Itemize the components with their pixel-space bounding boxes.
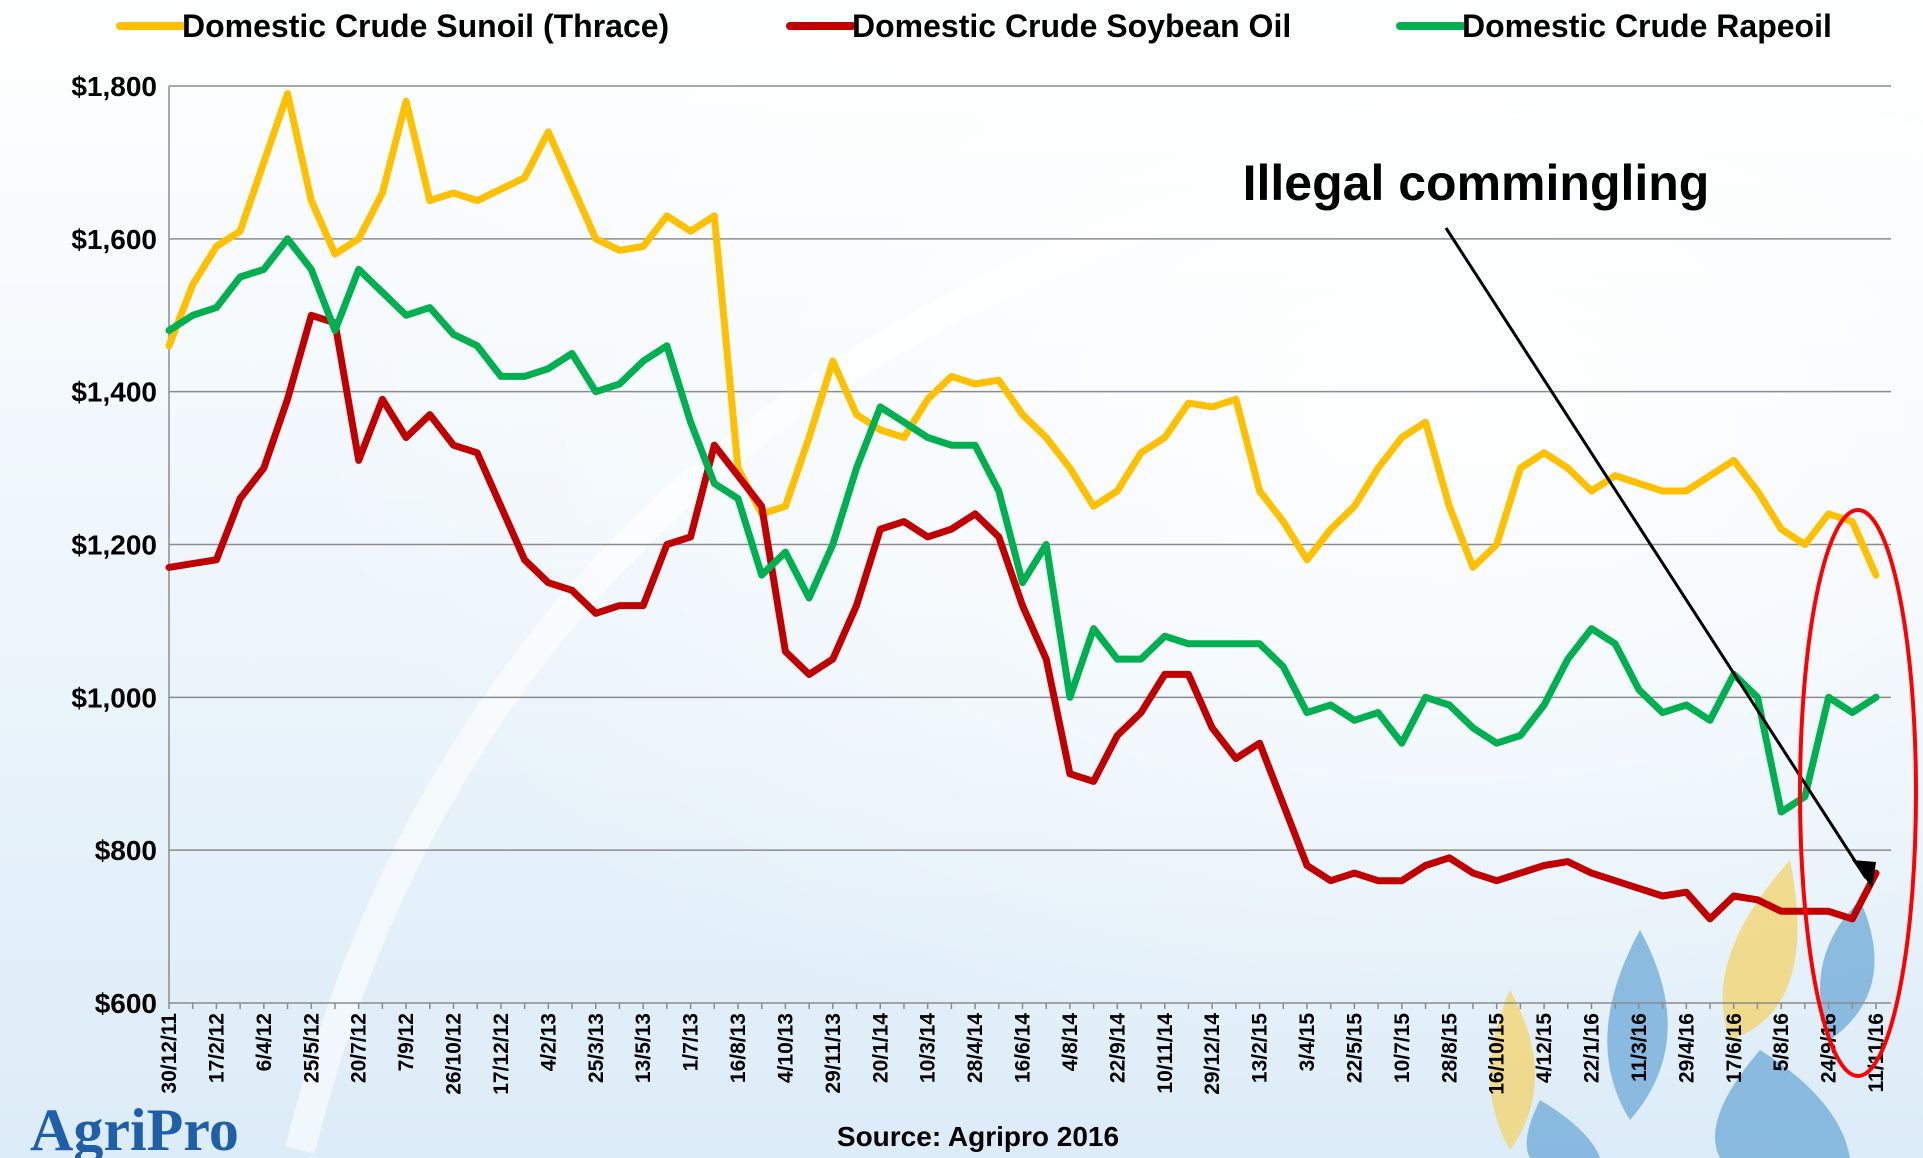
legend-label: Domestic Crude Rapeoil xyxy=(1462,8,1832,44)
x-tick-label: 20/7/12 xyxy=(348,1013,371,1083)
legend-label: Domestic Crude Soybean Oil xyxy=(852,8,1291,44)
y-tick-labels: $600 $800 $1,000 $1,200 $1,400 $1,600 $1,800 xyxy=(71,71,157,1019)
highlight-ellipse xyxy=(1798,508,1918,1078)
y-tick-label: $800 xyxy=(95,835,157,866)
x-tick-label: 28/8/15 xyxy=(1438,1013,1461,1083)
x-tick-label: 10/7/15 xyxy=(1391,1013,1414,1083)
series-line xyxy=(165,235,1880,816)
x-tick-label: 22/9/14 xyxy=(1106,1013,1129,1083)
background-swirl xyxy=(285,102,1923,1154)
x-tick-label: 1/7/13 xyxy=(680,1013,703,1071)
annotation: Illegal commingling xyxy=(1243,155,1710,211)
series-line xyxy=(165,90,1880,579)
x-tick-label: 26/10/12 xyxy=(443,1013,466,1095)
x-tick-label: 10/11/14 xyxy=(1154,1013,1177,1094)
x-tick-label: 6/4/12 xyxy=(253,1013,276,1071)
x-tick-label: 17/12/12 xyxy=(490,1013,513,1095)
x-tick-label: 16/10/15 xyxy=(1486,1013,1509,1095)
legend-label: Domestic Crude Sunoil (Thrace) xyxy=(182,8,669,44)
x-tick-label: 17/2/12 xyxy=(205,1013,228,1083)
x-tick-label: 29/12/14 xyxy=(1201,1013,1224,1095)
source: Source: Agripro 2016 xyxy=(837,1121,1119,1152)
x-tick-label: 29/11/13 xyxy=(822,1013,845,1094)
x-tick-label: 16/8/13 xyxy=(727,1013,750,1083)
x-tick-label: 4/12/15 xyxy=(1533,1013,1556,1083)
legend: Domestic Crude Sunoil (Thrace) Domestic C… xyxy=(116,8,1832,44)
series-line xyxy=(165,311,1880,923)
x-tick-label: 20/1/14 xyxy=(869,1013,892,1083)
x-tick-label: 4/2/13 xyxy=(537,1013,560,1071)
x-tick-label: 22/1/16 xyxy=(1581,1013,1604,1083)
x-tick-label: 4/8/14 xyxy=(1059,1013,1082,1072)
y-tick-label: $1,800 xyxy=(71,71,157,102)
x-tick-label: 11/11/16 xyxy=(1865,1013,1888,1092)
logo: AgriPro xyxy=(30,1097,239,1158)
y-tick-label: $1,200 xyxy=(71,530,157,561)
x-tick-label: 25/5/12 xyxy=(300,1013,323,1083)
x-tick-label: 5/8/16 xyxy=(1770,1013,1793,1071)
y-tick-label: $600 xyxy=(95,988,157,1019)
x-tick-label: 17/6/16 xyxy=(1723,1013,1746,1083)
x-tick-label: 13/5/13 xyxy=(632,1013,655,1083)
x-tick-label: 13/2/15 xyxy=(1249,1013,1272,1083)
series xyxy=(165,90,1880,923)
x-tick-label: 29/4/16 xyxy=(1675,1013,1698,1083)
grid xyxy=(168,85,1891,1009)
annotation-arrowhead xyxy=(1852,860,1876,888)
x-tick-label: 22/5/15 xyxy=(1343,1013,1366,1083)
x-tick-label: 28/4/14 xyxy=(964,1013,987,1083)
x-tick-label: 11/3/16 xyxy=(1628,1013,1651,1082)
x-tick-label: 16/6/14 xyxy=(1012,1013,1035,1083)
y-tick-label: $1,400 xyxy=(71,377,157,408)
x-tick-label: 10/3/14 xyxy=(917,1013,940,1083)
x-tick-label: 24/9/16 xyxy=(1818,1013,1841,1083)
x-tick-label: 7/9/12 xyxy=(395,1013,418,1071)
x-tick-label: 4/10/13 xyxy=(774,1013,797,1083)
annotation-arrow xyxy=(1444,227,1868,879)
x-tick-label: 3/4/15 xyxy=(1296,1013,1319,1072)
y-tick-label: $1,000 xyxy=(71,682,157,713)
decoration-drops xyxy=(1490,860,1875,1158)
y-tick-label: $1,600 xyxy=(71,224,157,255)
x-tick-label: 25/3/13 xyxy=(585,1013,608,1083)
x-tick-label: 30/12/11 xyxy=(158,1013,181,1094)
x-tick-labels: 30/12/11 17/2/12 6/4/12 25/5/12 20/7/12 7/9/1… xyxy=(158,1013,1888,1095)
